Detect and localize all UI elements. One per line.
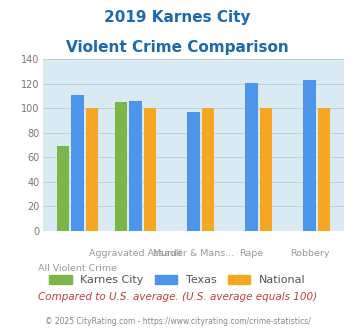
Text: © 2025 CityRating.com - https://www.cityrating.com/crime-statistics/: © 2025 CityRating.com - https://www.city…: [45, 317, 310, 326]
Bar: [318, 109, 331, 231]
Bar: [86, 109, 98, 231]
Text: Compared to U.S. average. (U.S. average equals 100): Compared to U.S. average. (U.S. average …: [38, 292, 317, 302]
Bar: [71, 95, 84, 231]
Bar: [56, 147, 69, 231]
Text: Aggravated Assault: Aggravated Assault: [89, 249, 182, 258]
Text: Robbery: Robbery: [290, 249, 329, 258]
Bar: [260, 109, 272, 231]
Bar: [245, 83, 258, 231]
Bar: [187, 112, 200, 231]
Text: All Violent Crime: All Violent Crime: [38, 264, 117, 273]
Bar: [202, 109, 214, 231]
Bar: [303, 80, 316, 231]
Bar: [115, 102, 127, 231]
Bar: [129, 101, 142, 231]
Text: Rape: Rape: [239, 249, 263, 258]
Legend: Karnes City, Texas, National: Karnes City, Texas, National: [46, 271, 309, 289]
Text: Murder & Mans...: Murder & Mans...: [153, 249, 234, 258]
Bar: [143, 109, 156, 231]
Text: Violent Crime Comparison: Violent Crime Comparison: [66, 40, 289, 54]
Text: 2019 Karnes City: 2019 Karnes City: [104, 10, 251, 25]
